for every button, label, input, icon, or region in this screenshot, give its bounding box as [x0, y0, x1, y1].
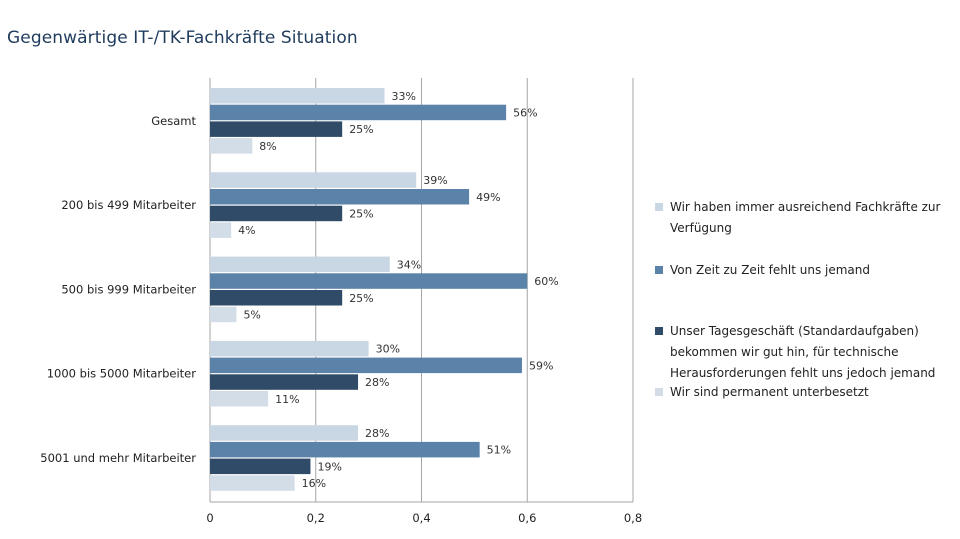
x-tick-label: 0	[206, 511, 213, 525]
bar	[210, 273, 528, 289]
bar	[210, 256, 390, 273]
bar	[210, 357, 522, 374]
bar	[210, 121, 343, 137]
labels: 0 0,2 0,4 0,6 0,8 33% 56% 25% 8% Gesamt 39% 49% 25% 4…	[40, 90, 642, 525]
legend-swatch	[655, 266, 663, 274]
bar	[210, 172, 417, 188]
data-label: 25%	[349, 123, 373, 136]
data-label: 34%	[397, 258, 421, 271]
bar	[210, 222, 232, 238]
bar	[210, 205, 343, 222]
data-label: 25%	[349, 207, 373, 220]
data-label: 25%	[349, 292, 373, 305]
bar	[210, 458, 311, 475]
category-label: 1000 bis 5000 Mitarbeiter	[47, 367, 197, 381]
data-label: 28%	[365, 427, 389, 440]
bar	[210, 306, 237, 323]
data-label: 56%	[513, 106, 537, 119]
bar	[210, 340, 369, 357]
legend-swatch	[655, 327, 663, 335]
legend-label: Wir sind permanent unterbesetzt	[670, 385, 869, 399]
bar	[210, 88, 385, 104]
bar	[210, 425, 359, 441]
bar	[210, 138, 253, 154]
data-label: 8%	[259, 140, 276, 153]
data-label: 30%	[376, 343, 400, 356]
data-label: 60%	[534, 275, 558, 288]
x-tick-label: 0,2	[307, 511, 325, 525]
bars	[210, 88, 528, 491]
legend-item: Wir sind permanent unterbesetzt	[655, 382, 955, 403]
bar	[210, 475, 295, 491]
data-label: 51%	[487, 444, 511, 457]
data-label: 59%	[529, 359, 553, 372]
data-label: 49%	[476, 191, 500, 204]
bar	[210, 441, 480, 458]
x-tick-label: 0,6	[518, 511, 536, 525]
legend-swatch	[655, 203, 663, 211]
data-label: 19%	[317, 460, 341, 473]
x-tick-label: 0,8	[624, 511, 642, 525]
data-label: 28%	[365, 376, 389, 389]
data-label: 16%	[302, 477, 326, 490]
data-label: 4%	[238, 224, 255, 237]
category-label: Gesamt	[151, 114, 196, 128]
legend-label: Unser Tagesgeschäft (Standardaufgaben) b…	[670, 324, 936, 380]
bar	[210, 104, 507, 121]
legend-swatch	[655, 388, 663, 396]
data-label: 33%	[391, 90, 415, 103]
chart-title: Gegenwärtige IT-/TK-Fachkräfte Situation	[7, 28, 358, 48]
x-tick-label: 0,4	[412, 511, 430, 525]
bar	[210, 374, 359, 390]
data-label: 5%	[243, 308, 260, 321]
bar	[210, 391, 269, 407]
legend-item: Von Zeit zu Zeit fehlt uns jemand	[655, 260, 955, 281]
category-label: 500 bis 999 Mitarbeiter	[61, 282, 196, 296]
bar	[210, 189, 470, 205]
category-label: 5001 und mehr Mitarbeiter	[40, 451, 196, 465]
data-label: 39%	[423, 174, 447, 187]
legend-item: Wir haben immer ausreichend Fachkräfte z…	[655, 197, 955, 239]
category-label: 200 bis 499 Mitarbeiter	[61, 198, 196, 212]
legend-label: Wir haben immer ausreichend Fachkräfte z…	[670, 200, 941, 235]
legend-item: Unser Tagesgeschäft (Standardaufgaben) b…	[655, 321, 955, 384]
legend-label: Von Zeit zu Zeit fehlt uns jemand	[670, 263, 870, 277]
data-label: 11%	[275, 393, 299, 406]
bar	[210, 290, 343, 306]
